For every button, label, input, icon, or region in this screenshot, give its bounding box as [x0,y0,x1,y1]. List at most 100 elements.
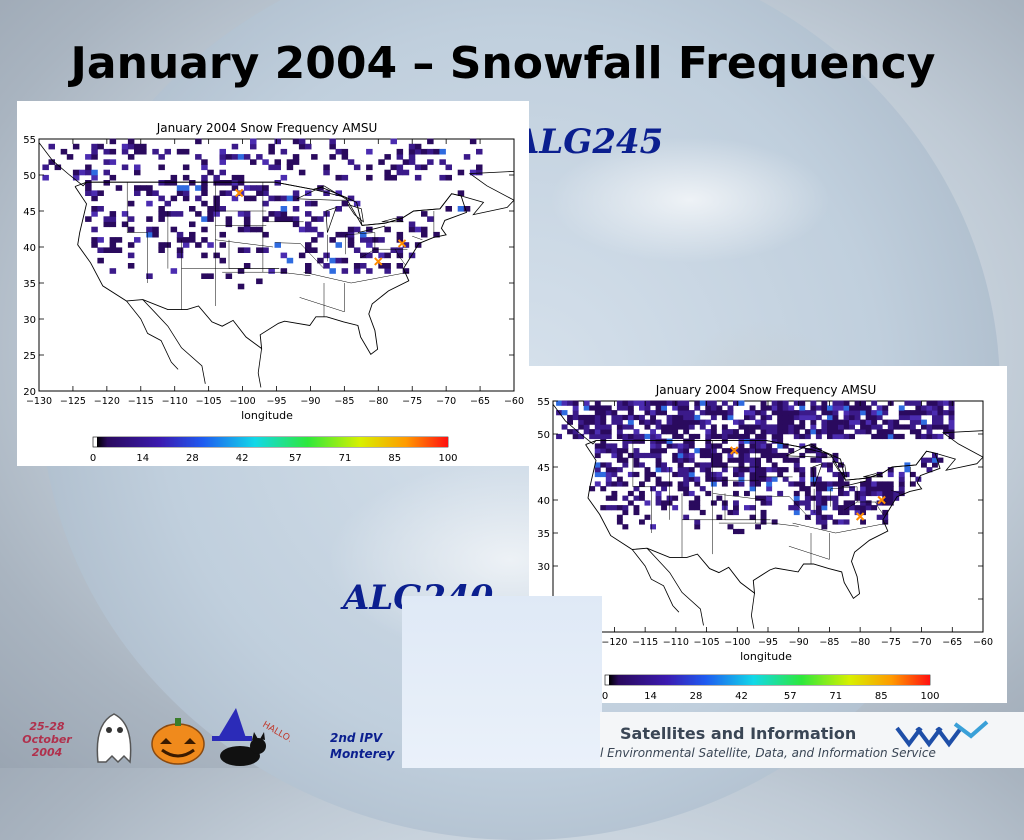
snow-pixel [292,138,300,145]
snow-pixel [578,433,585,440]
snow-pixel [627,438,634,444]
snow-pixel [164,200,171,207]
snow-pixel [721,429,728,435]
black-cat-icon [220,732,266,766]
snow-pixel [115,237,123,243]
snow-pixel [710,471,717,478]
snow-pixel [121,148,129,155]
snow-pixel [932,410,938,416]
snow-pixel [476,148,483,155]
snow-pixel [710,443,717,449]
snow-pixel [594,462,601,468]
snow-pixel [158,195,165,202]
snow-pixel [677,405,684,411]
snow-pixel [738,448,745,454]
map-top-title: January 2004 Snow Frequency AMSU [156,121,378,135]
snow-pixel [694,414,701,421]
snow-pixel [832,419,839,425]
snow-pixel [827,429,833,435]
snow-pixel [683,443,690,449]
snow-pixel [921,410,927,416]
banner-line-1: Satellites and Information [620,724,857,743]
snow-pixel [755,424,761,430]
snow-pixel [705,419,712,425]
snow-pixel [347,231,355,238]
snow-pixel [421,211,428,217]
snow-pixel [323,263,330,269]
snow-pixel [860,410,866,416]
snow-pixel [237,180,245,186]
snow-pixel [341,257,349,264]
snow-pixel [347,195,355,202]
snow-pixel [622,457,629,463]
snow-pixel [771,448,778,454]
snow-pixel [600,471,607,478]
snow-pixel [633,429,640,435]
snow-pixel [721,467,728,473]
snow-pixel [91,190,98,196]
snow-pixel [683,481,690,487]
snow-pixel [849,486,855,492]
snow-pixel [600,424,607,430]
snow-pixel [225,154,233,160]
snow-pixel [268,195,275,202]
snow-pixel [146,185,153,191]
snow-pixel [904,400,911,406]
snow-pixel [699,410,706,416]
snow-pixel [633,457,640,463]
snow-pixel [225,190,233,196]
snow-pixel [600,405,607,411]
snow-pixel [766,424,773,430]
snow-pixel [766,467,773,473]
snow-pixel [865,476,872,482]
snow-pixel [904,414,911,421]
lon-tick-label: −75 [881,637,901,648]
snow-pixel [727,414,734,421]
snow-pixel [605,443,612,449]
snow-pixel [766,476,773,482]
snow-pixel [666,424,673,430]
snow-pixel [594,414,601,421]
snow-pixel [583,429,590,435]
snow-pixel [353,247,361,253]
snow-pixel [476,164,483,171]
snow-pixel [611,481,618,487]
snow-pixel [201,216,208,222]
snow-pixel [948,405,955,411]
lon-tick-label: −70 [436,396,456,407]
great-lakes [832,460,848,478]
lat-tick-label: 40 [537,496,550,507]
snow-pixel [882,519,889,525]
snow-pixel [305,211,312,217]
snow-pixel [384,174,391,181]
snow-pixel [280,148,288,155]
snow-pixel [799,410,806,416]
snow-pixel [250,195,257,202]
snow-pixel [937,414,944,421]
snow-pixel [710,448,717,454]
snow-pixel [627,500,634,506]
snow-pixel [644,467,651,473]
state-border [412,235,423,241]
snow-pixel [710,481,717,487]
snow-pixel [799,433,806,440]
snow-pixel [396,263,404,269]
snow-pixel [48,143,55,150]
snow-pixel [677,410,684,416]
snow-pixel [262,159,269,165]
snow-pixel [408,221,416,228]
snow-pixel [688,424,695,430]
snow-pixel [838,400,844,406]
snow-pixel [627,400,634,406]
snow-pixel [677,400,684,406]
snow-pixel [677,481,684,487]
snow-pixel [311,200,318,207]
snow-pixel [876,424,883,430]
snow-pixel [390,174,397,181]
snow-pixel [655,467,662,473]
snow-pixel [710,433,717,440]
snow-pixel [738,452,745,459]
colorbar [97,437,448,447]
snow-pixel [838,490,844,497]
snow-pixel [274,138,281,145]
